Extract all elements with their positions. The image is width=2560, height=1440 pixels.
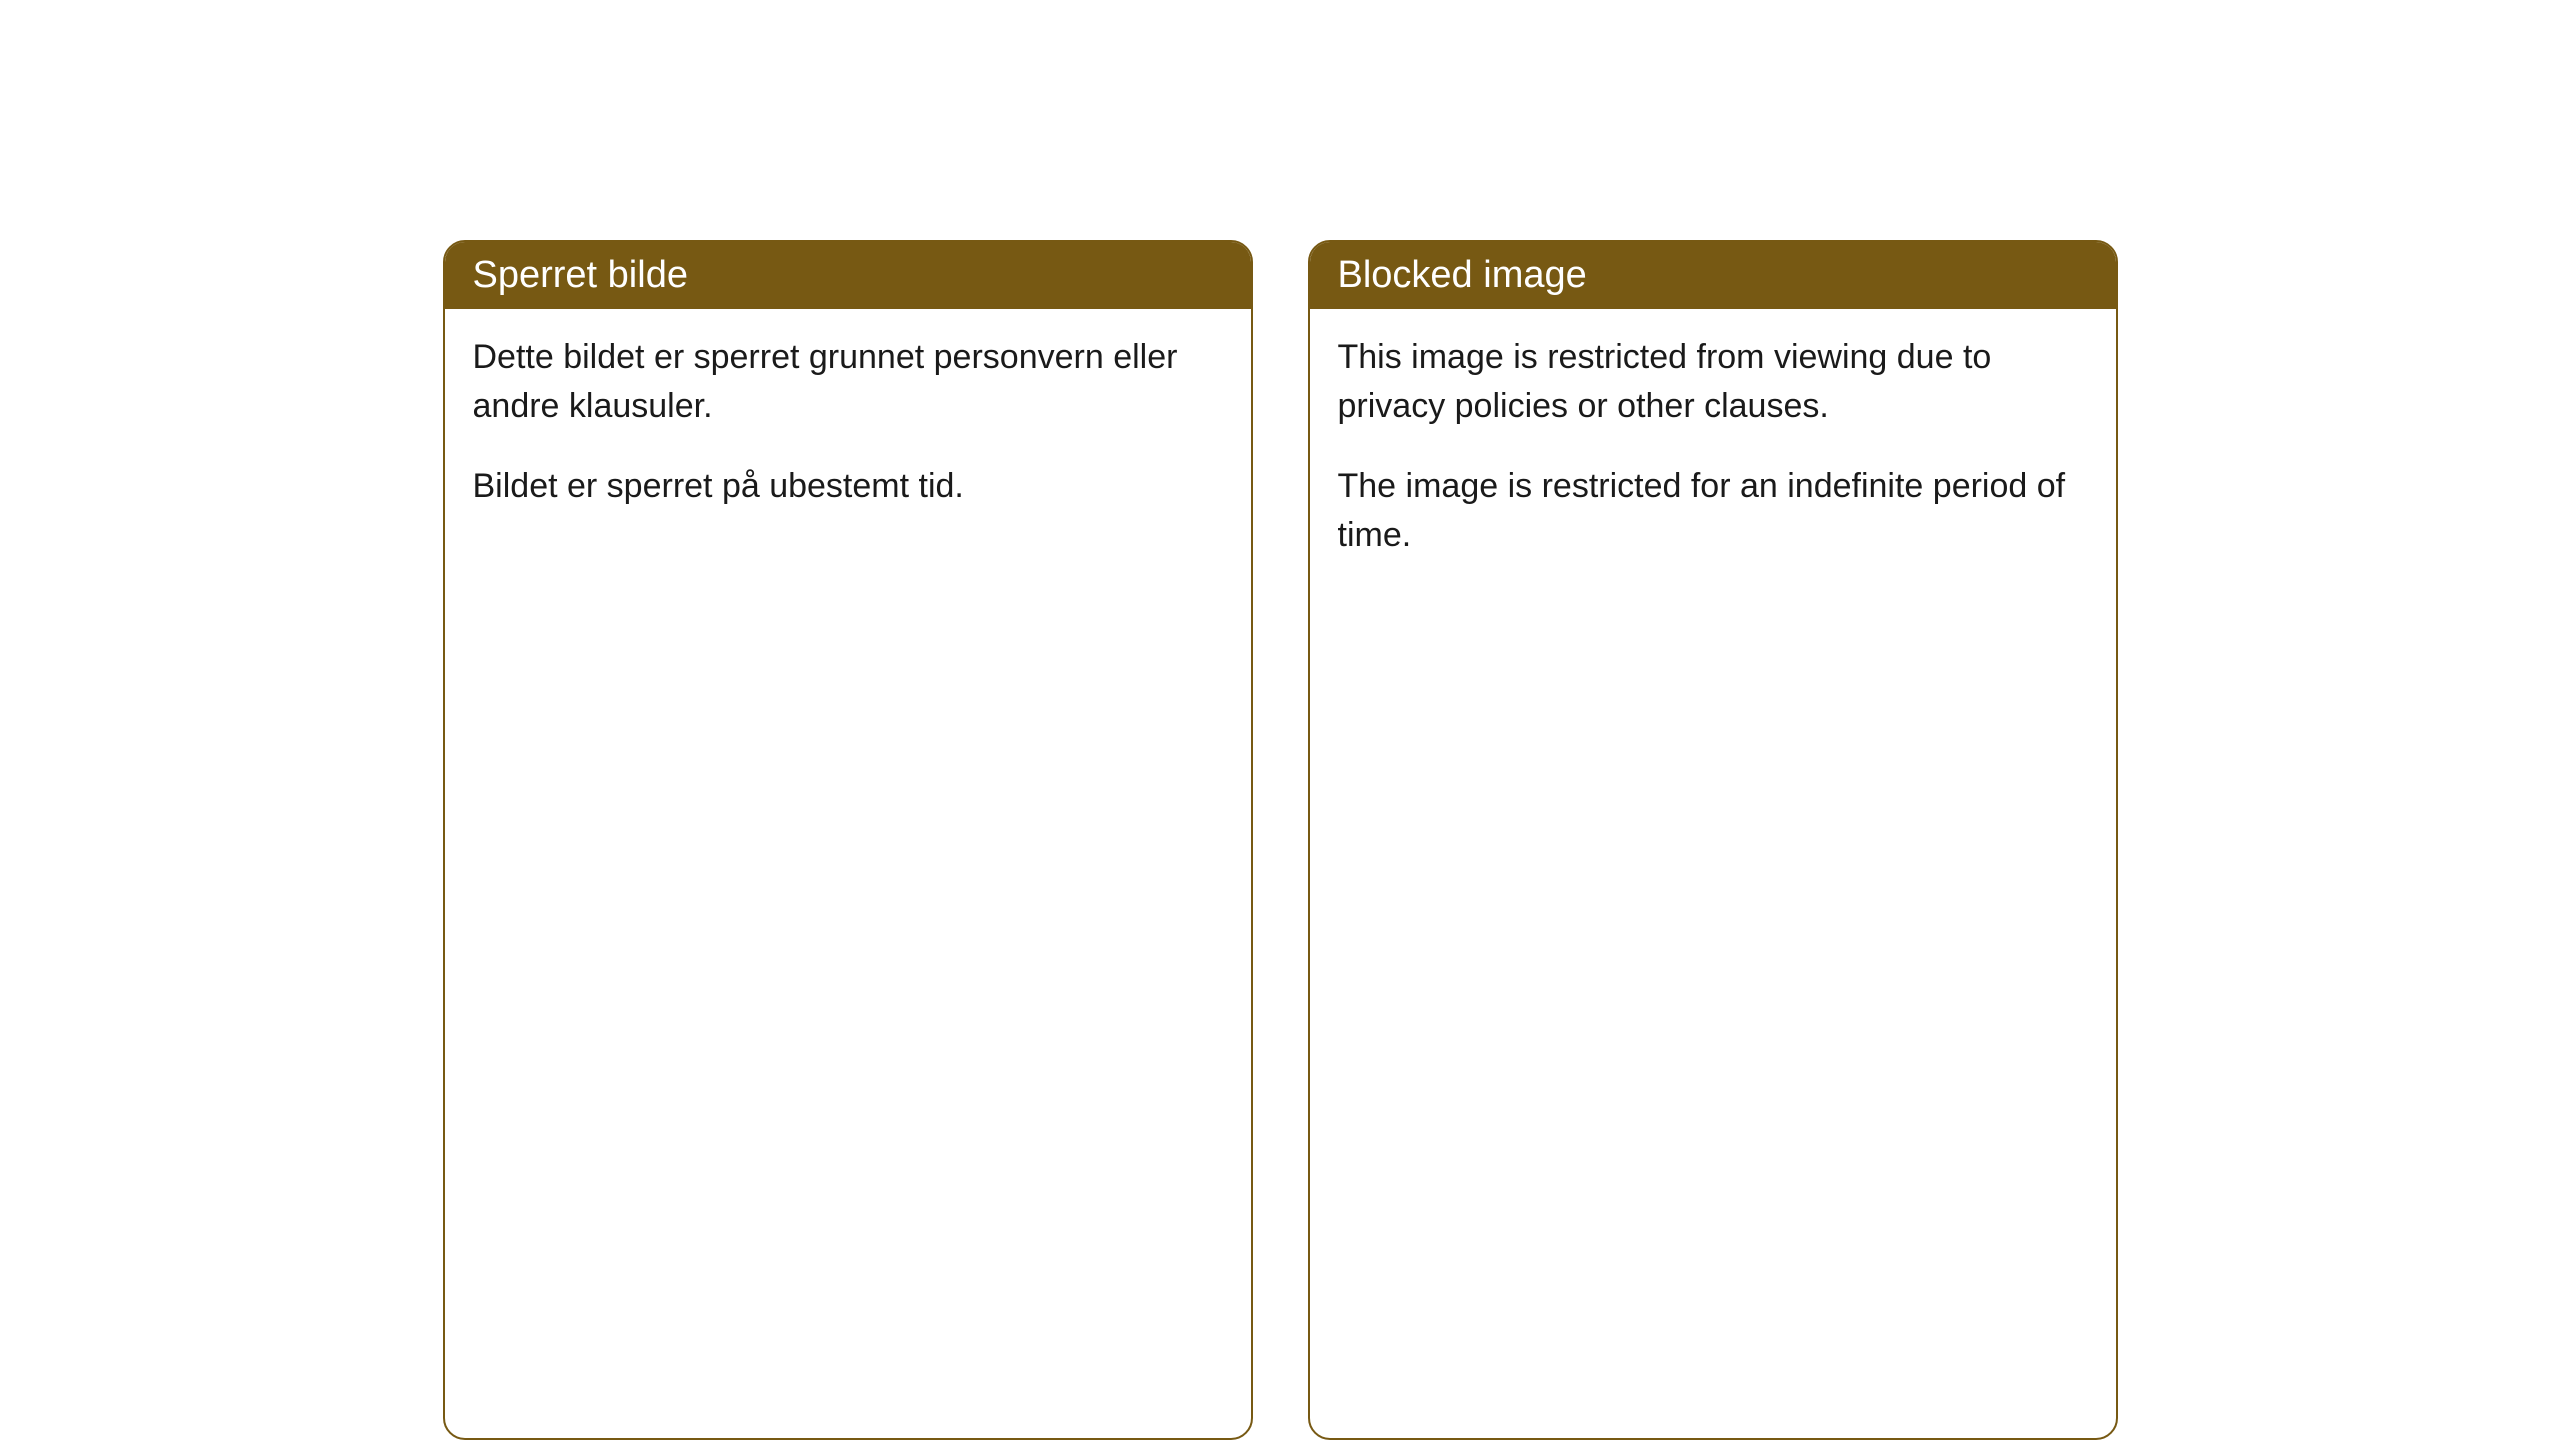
card-title: Blocked image <box>1338 254 1587 296</box>
card-paragraph-1: Dette bildet er sperret grunnet personve… <box>473 333 1223 432</box>
card-title: Sperret bilde <box>473 254 688 296</box>
card-paragraph-2: Bildet er sperret på ubestemt tid. <box>473 462 1223 511</box>
blocked-image-card-norwegian: Sperret bilde Dette bildet er sperret gr… <box>443 240 1253 1440</box>
card-paragraph-1: This image is restricted from viewing du… <box>1338 333 2088 432</box>
card-body: This image is restricted from viewing du… <box>1310 309 2116 600</box>
card-header: Sperret bilde <box>445 242 1251 309</box>
blocked-image-card-english: Blocked image This image is restricted f… <box>1308 240 2118 1440</box>
card-header: Blocked image <box>1310 242 2116 309</box>
card-body: Dette bildet er sperret grunnet personve… <box>445 309 1251 551</box>
card-paragraph-2: The image is restricted for an indefinit… <box>1338 462 2088 561</box>
notice-cards-container: Sperret bilde Dette bildet er sperret gr… <box>443 240 2118 1440</box>
